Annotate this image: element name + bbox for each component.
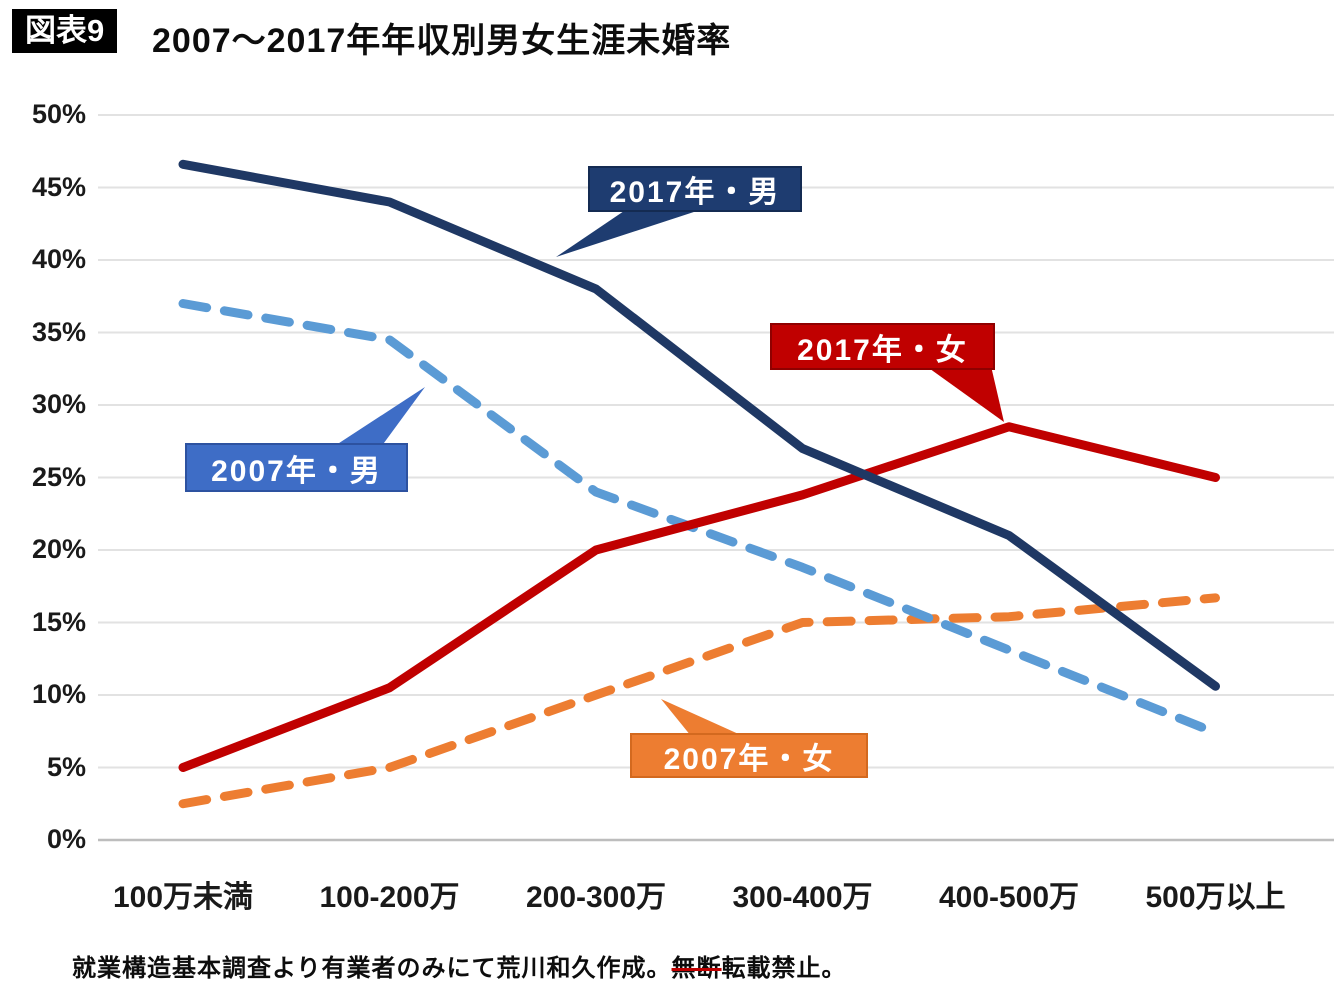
- chart-title: 2007〜2017年年収別男女生涯未婚率: [152, 22, 732, 60]
- x-axis-category-label: 500万以上: [1145, 881, 1286, 914]
- line-chart-canvas: [98, 114, 1334, 842]
- no-reproduction-text: 転載禁止。: [721, 955, 847, 982]
- callout-2017-female: 2017年・女: [770, 323, 995, 370]
- callout-pointer-2017年・男: [556, 209, 703, 257]
- callout-2007-male: 2007年・男: [185, 443, 408, 492]
- y-axis-tick-label: 30%: [31, 388, 86, 419]
- y-axis-tick-label: 40%: [31, 243, 86, 274]
- y-axis-tick-label: 5%: [46, 751, 86, 782]
- no-reproduction-struck-text: 無断: [671, 955, 722, 982]
- callout-pointer-2017年・女: [926, 366, 1004, 422]
- source-note: 就業構造基本調査より有業者のみにて荒川和久作成。無断転載禁止。: [72, 948, 847, 983]
- x-axis-category-label: 200-300万: [525, 881, 667, 914]
- y-axis-tick-label: 50%: [31, 98, 86, 129]
- x-axis-category-label: 300-400万: [732, 881, 873, 914]
- series-line-2017年・男: [178, 159, 1220, 691]
- y-axis-tick-label: 10%: [31, 678, 86, 709]
- x-axis-category-label: 100-200万: [319, 881, 460, 914]
- series-line-2007年・男: [178, 299, 1220, 738]
- callout-pointer-2007年・男: [333, 387, 425, 447]
- x-axis-category-label: 100万未満: [112, 881, 254, 914]
- callout-pointer-2007年・女: [661, 699, 743, 736]
- series-line-2007年・女: [178, 593, 1220, 809]
- y-axis-tick-label: 25%: [31, 461, 86, 492]
- source-note-text: 就業構造基本調査より有業者のみにて荒川和久作成。: [72, 955, 672, 982]
- y-axis-tick-label: 35%: [31, 316, 86, 347]
- figure-label-badge: 図表9: [12, 9, 118, 54]
- y-axis-tick-label: 0%: [46, 823, 86, 854]
- y-axis-tick-label: 45%: [31, 171, 86, 202]
- y-axis-tick-label: 15%: [31, 606, 86, 637]
- callout-2007-female: 2007年・女: [630, 733, 868, 778]
- callout-2017-male: 2017年・男: [588, 166, 802, 212]
- x-axis-category-label: 400-500万: [938, 881, 1080, 914]
- y-axis-tick-label: 20%: [31, 533, 86, 564]
- series-line-2017年・女: [178, 422, 1220, 772]
